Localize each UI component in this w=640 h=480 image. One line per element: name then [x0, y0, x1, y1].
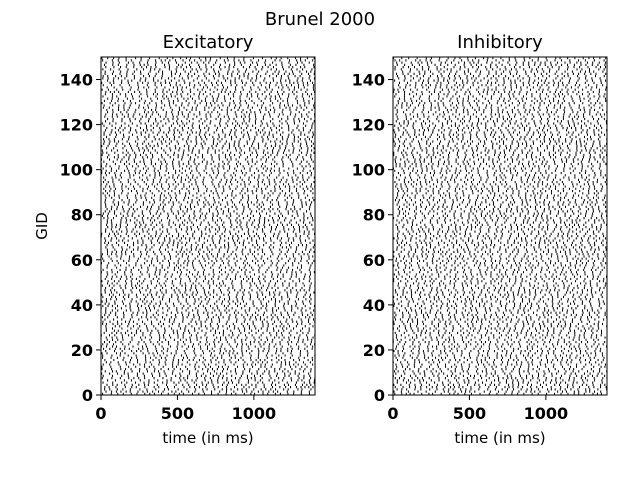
- y-tick-label: 0: [82, 386, 93, 405]
- y-tick-label: 140: [352, 71, 385, 90]
- inhibitory-y-ticks: 0 20 40 60 80 100 120 140: [352, 71, 393, 405]
- y-tick-label: 0: [374, 386, 385, 405]
- inhibitory-panel: Inhibitory 0 500 1000 0 20 40 60 80 100 120 140 t…: [352, 32, 608, 447]
- excitatory-panel: Excitatory 0 500 1000 0 20 40 60 80 100 120 140 t…: [33, 32, 316, 447]
- x-tick-label: 500: [161, 404, 194, 423]
- inhibitory-title: Inhibitory: [457, 32, 543, 53]
- excitatory-title: Excitatory: [163, 32, 254, 53]
- x-tick-label: 0: [387, 404, 398, 423]
- y-tick-label: 60: [71, 251, 93, 270]
- x-tick-label: 0: [95, 404, 106, 423]
- spike-marks: [100, 57, 316, 395]
- excitatory-x-ticks: 0 500 1000: [95, 395, 276, 423]
- y-tick-label: 80: [363, 206, 385, 225]
- spike-marks: [392, 57, 608, 395]
- excitatory-plot-frame: [100, 56, 316, 396]
- inhibitory-plot-frame: [392, 56, 608, 396]
- y-tick-label: 140: [60, 71, 93, 90]
- x-tick-label: 1000: [232, 404, 277, 423]
- y-tick-label: 80: [71, 206, 93, 225]
- y-tick-label: 100: [60, 161, 93, 180]
- y-tick-label: 40: [363, 296, 385, 315]
- x-tick-label: 1000: [524, 404, 569, 423]
- y-tick-label: 100: [352, 161, 385, 180]
- y-tick-label: 40: [71, 296, 93, 315]
- figure-title: Brunel 2000: [265, 9, 375, 30]
- y-tick-label: 120: [60, 116, 93, 135]
- y-tick-label: 20: [363, 341, 385, 360]
- y-tick-label: 60: [363, 251, 385, 270]
- inhibitory-spikes: [392, 57, 608, 395]
- y-tick-label: 120: [352, 116, 385, 135]
- excitatory-y-axis-label: GID: [33, 212, 51, 240]
- excitatory-spikes: [100, 57, 316, 395]
- excitatory-y-ticks: 0 20 40 60 80 100 120 140: [60, 71, 101, 405]
- inhibitory-x-ticks: 0 500 1000: [387, 395, 568, 423]
- x-tick-label: 500: [453, 404, 486, 423]
- y-tick-label: 20: [71, 341, 93, 360]
- inhibitory-x-axis-label: time (in ms): [454, 429, 545, 447]
- excitatory-x-axis-label: time (in ms): [162, 429, 253, 447]
